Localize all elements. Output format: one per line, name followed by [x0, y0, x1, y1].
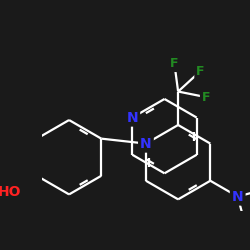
- Text: HO: HO: [0, 184, 21, 198]
- Text: F: F: [202, 90, 210, 104]
- Text: F: F: [196, 64, 205, 78]
- Text: N: N: [126, 110, 138, 124]
- Text: N: N: [140, 136, 152, 150]
- Text: F: F: [170, 57, 179, 70]
- Text: N: N: [232, 190, 243, 203]
